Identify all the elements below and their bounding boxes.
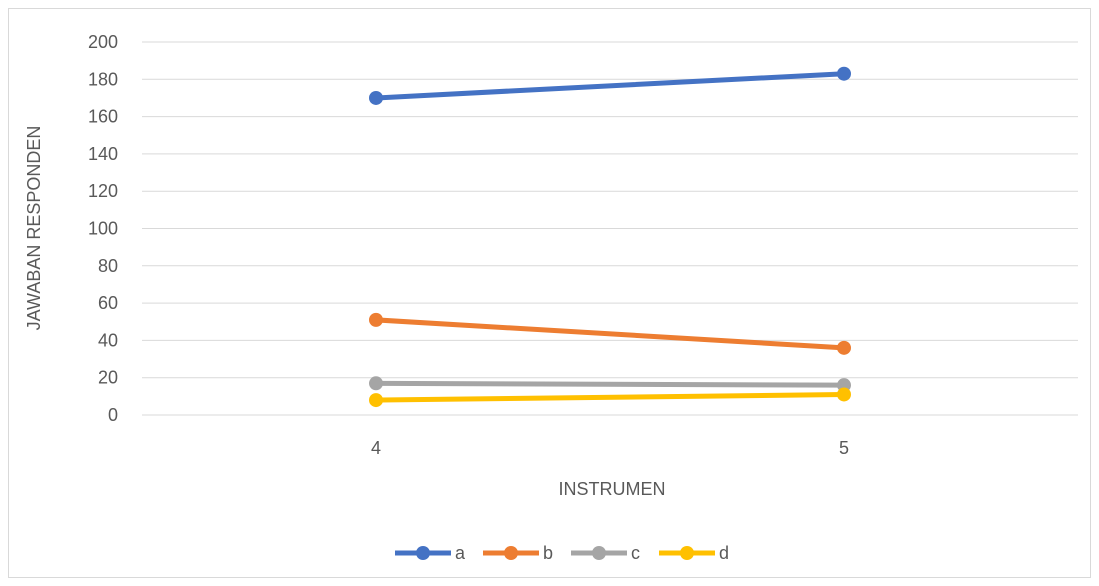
- y-tick-label: 100: [88, 219, 118, 239]
- y-tick-label: 160: [88, 107, 118, 127]
- y-tick-label: 200: [88, 32, 118, 52]
- y-tick-label: 180: [88, 69, 118, 89]
- legend-label-b: b: [543, 543, 553, 563]
- legend-label-c: c: [631, 543, 640, 563]
- y-axis-label: JAWABAN RESPONDEN: [24, 126, 44, 331]
- data-point-b: [837, 340, 851, 355]
- legend-marker-c: [592, 546, 606, 560]
- y-tick-label: 0: [108, 405, 118, 425]
- y-tick-label: 40: [98, 330, 118, 350]
- legend-marker-b: [504, 546, 518, 560]
- series-line-a: [373, 71, 847, 101]
- legend-label-d: d: [719, 543, 729, 563]
- legend-marker-d: [680, 546, 694, 560]
- x-tick-label: 5: [839, 438, 849, 458]
- chart-frame: [8, 8, 1091, 578]
- data-point-a: [369, 90, 383, 105]
- x-axis-label: INSTRUMEN: [559, 479, 666, 499]
- series-line-b: [373, 317, 847, 351]
- y-tick-label: 20: [98, 368, 118, 388]
- gridlines: [142, 41, 1078, 416]
- y-tick-label: 80: [98, 256, 118, 276]
- y-axis-ticks: 0 20 40 60 80 100 120 140 160 180 200: [88, 32, 118, 425]
- series-lines: [369, 66, 851, 408]
- legend: a b c d: [395, 543, 729, 563]
- data-point-d: [837, 387, 851, 402]
- legend-label-a: a: [455, 543, 466, 563]
- data-point-a: [837, 66, 851, 81]
- data-point-b: [369, 312, 383, 327]
- y-tick-label: 120: [88, 181, 118, 201]
- series-line-c: [373, 380, 847, 388]
- y-tick-label: 140: [88, 144, 118, 164]
- x-tick-label: 4: [371, 438, 381, 458]
- data-point-d: [369, 393, 383, 408]
- series-line-d: [373, 391, 847, 403]
- legend-marker-a: [416, 546, 430, 560]
- data-point-c: [369, 376, 383, 391]
- y-tick-label: 60: [98, 293, 118, 313]
